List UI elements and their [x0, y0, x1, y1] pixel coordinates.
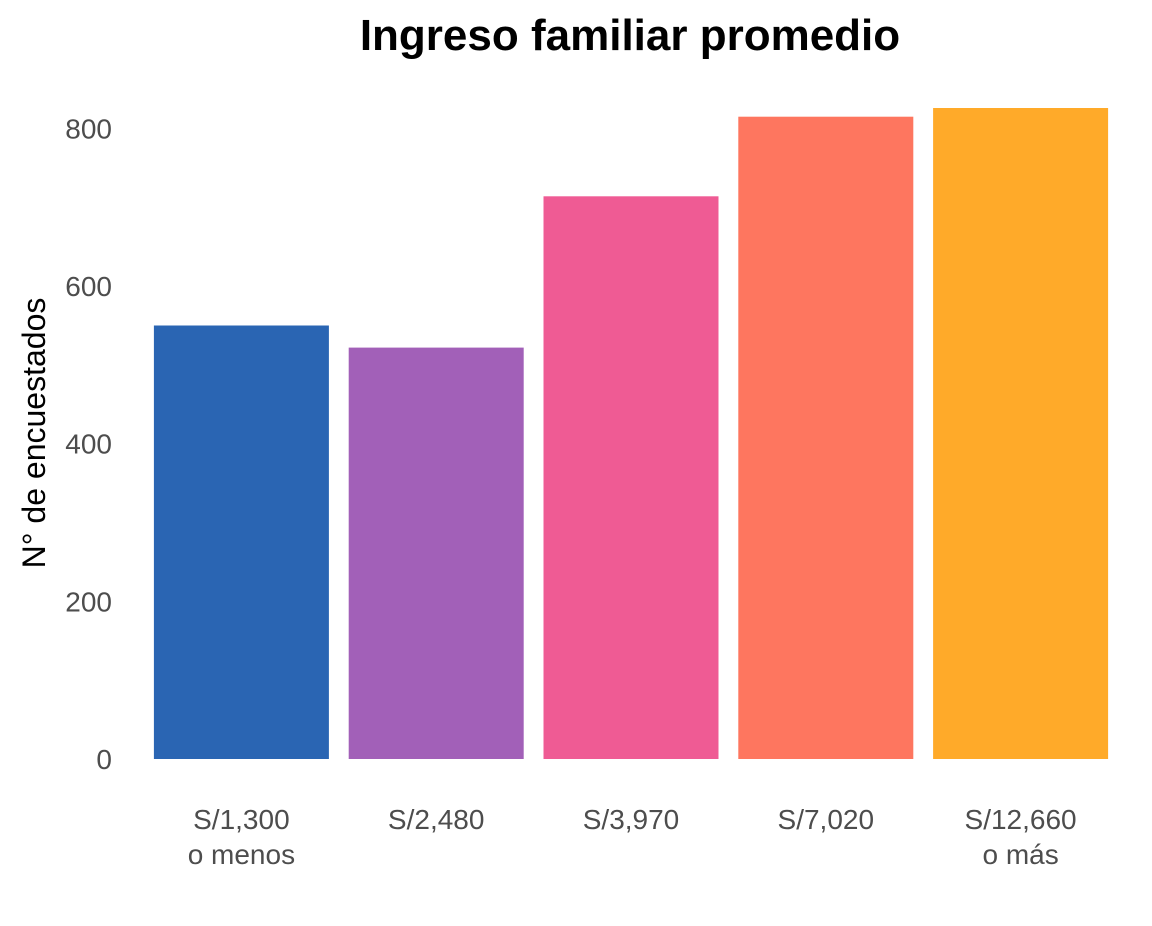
bars-group: [153, 108, 1109, 760]
y-tick-label: 400: [65, 429, 112, 460]
x-tick-label-line: S/1,300: [193, 804, 290, 835]
x-tick-label: S/3,970: [583, 804, 680, 835]
x-tick-label-line: o menos: [188, 839, 295, 870]
x-tick-label: S/12,660 o más: [965, 804, 1077, 870]
y-tick-label: 0: [96, 744, 112, 775]
y-tick-label: 800: [65, 113, 112, 144]
x-tick-label: S/2,480: [388, 804, 485, 835]
chart-title: Ingreso familiar promedio: [360, 11, 900, 60]
x-tick-label: S/7,020: [778, 804, 875, 835]
y-axis-label: N° de encuestados: [16, 298, 52, 569]
x-tick-label-line: S/2,480: [388, 804, 485, 835]
bar: [153, 325, 329, 759]
x-tick-label-line: o más: [982, 839, 1058, 870]
y-tick-label: 600: [65, 271, 112, 302]
y-axis-ticks: 0 200 400 600 800: [65, 113, 112, 775]
x-tick-label: S/1,300 o menos: [188, 804, 295, 870]
y-tick-label: 200: [65, 586, 112, 617]
bar: [348, 347, 524, 759]
x-tick-label-line: S/12,660: [965, 804, 1077, 835]
bar: [738, 116, 914, 759]
x-tick-label-line: S/3,970: [583, 804, 680, 835]
x-axis-ticks: S/1,300 o menos S/2,480 S/3,970 S/7,020 S/12,…: [188, 804, 1077, 870]
bar: [543, 196, 719, 760]
bar: [933, 108, 1109, 759]
x-tick-label-line: S/7,020: [778, 804, 875, 835]
